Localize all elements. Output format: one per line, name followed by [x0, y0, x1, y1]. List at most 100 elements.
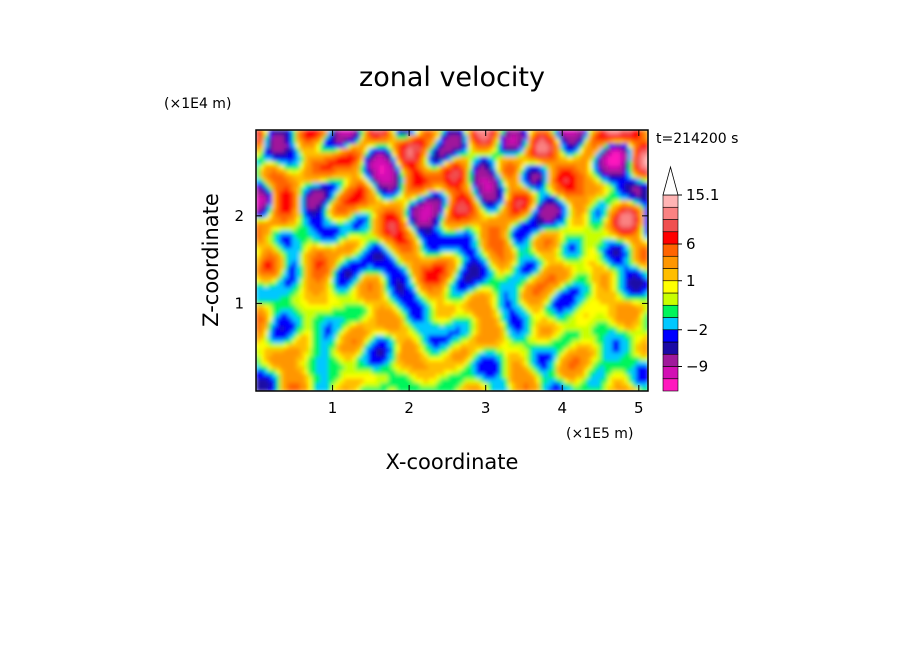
field-cell	[380, 347, 385, 353]
field-cell	[532, 238, 537, 244]
field-cell	[380, 260, 385, 266]
field-cell	[548, 243, 553, 249]
field-cell	[304, 317, 309, 322]
field-cell	[492, 364, 497, 370]
field-cell	[380, 251, 385, 257]
field-cell	[504, 151, 509, 157]
field-cell	[388, 290, 393, 296]
field-cell	[332, 373, 337, 379]
field-cell	[344, 186, 349, 192]
field-cell	[420, 312, 425, 318]
field-cell	[384, 273, 389, 279]
field-cell	[500, 190, 505, 196]
field-cell	[544, 225, 549, 231]
field-cell	[300, 369, 305, 375]
field-cell	[372, 247, 377, 253]
field-cell	[376, 138, 381, 144]
field-cell	[528, 290, 533, 296]
field-cell	[424, 147, 429, 153]
field-cell	[488, 273, 493, 279]
field-cell	[504, 299, 509, 305]
field-cell	[520, 238, 525, 244]
field-cell	[432, 208, 437, 214]
field-cell	[416, 273, 421, 279]
field-cell	[432, 351, 437, 357]
field-cell	[332, 147, 337, 153]
field-cell	[352, 321, 357, 327]
field-cell	[384, 312, 389, 318]
field-cell	[576, 190, 581, 196]
field-cell	[272, 208, 277, 214]
field-cell	[276, 290, 281, 296]
field-cell	[368, 290, 373, 296]
field-cell	[460, 343, 465, 349]
field-cell	[260, 225, 265, 231]
field-cell	[296, 369, 301, 375]
field-cell	[556, 360, 561, 366]
field-cell	[340, 330, 345, 336]
field-cell	[292, 325, 297, 331]
field-cell	[464, 351, 469, 357]
field-cell	[320, 134, 325, 140]
field-cell	[396, 325, 401, 331]
field-cell	[488, 195, 493, 201]
field-cell	[500, 134, 505, 140]
field-cell	[452, 177, 457, 183]
field-cell	[324, 373, 329, 379]
field-cell	[504, 195, 509, 201]
field-cell	[400, 260, 405, 266]
field-cell	[348, 221, 353, 227]
field-cell	[256, 156, 261, 162]
field-cell	[452, 325, 457, 331]
field-cell	[496, 273, 501, 279]
field-cell	[324, 325, 329, 331]
field-cell	[404, 317, 409, 322]
field-cell	[448, 338, 453, 344]
field-cell	[544, 134, 549, 140]
field-cell	[256, 382, 261, 388]
field-cell	[344, 295, 349, 301]
field-cell	[392, 290, 397, 296]
field-cell	[420, 182, 425, 188]
field-cell	[464, 130, 469, 135]
time-label: t=214200 s	[656, 131, 738, 147]
field-cell	[492, 308, 497, 314]
field-cell	[532, 247, 537, 253]
field-cell	[520, 264, 525, 270]
field-cell	[444, 312, 449, 318]
field-cell	[580, 186, 585, 192]
field-cell	[328, 199, 333, 205]
field-cell	[564, 247, 569, 253]
field-cell	[548, 217, 553, 222]
field-cell	[304, 221, 309, 227]
field-cell	[264, 169, 269, 175]
field-cell	[392, 304, 397, 309]
field-cell	[492, 260, 497, 266]
field-cell	[368, 151, 373, 157]
field-cell	[476, 282, 481, 288]
field-cell	[552, 182, 557, 188]
field-cell	[540, 273, 545, 279]
field-cell	[384, 195, 389, 201]
field-cell	[524, 382, 529, 388]
field-cell	[340, 199, 345, 205]
field-cell	[276, 382, 281, 388]
field-cell	[444, 304, 449, 309]
field-cell	[572, 347, 577, 353]
field-cell	[424, 286, 429, 292]
field-cell	[492, 173, 497, 179]
field-cell	[316, 203, 321, 209]
field-cell	[552, 356, 557, 362]
field-cell	[328, 217, 333, 222]
field-cell	[428, 317, 433, 322]
field-cell	[372, 173, 377, 179]
field-cell	[312, 386, 317, 391]
field-cell	[548, 234, 553, 240]
field-cell	[272, 264, 277, 270]
field-cell	[436, 182, 441, 188]
field-cell	[476, 230, 481, 235]
field-cell	[412, 243, 417, 249]
field-cell	[536, 382, 541, 388]
field-cell	[508, 212, 513, 218]
field-cell	[364, 373, 369, 379]
